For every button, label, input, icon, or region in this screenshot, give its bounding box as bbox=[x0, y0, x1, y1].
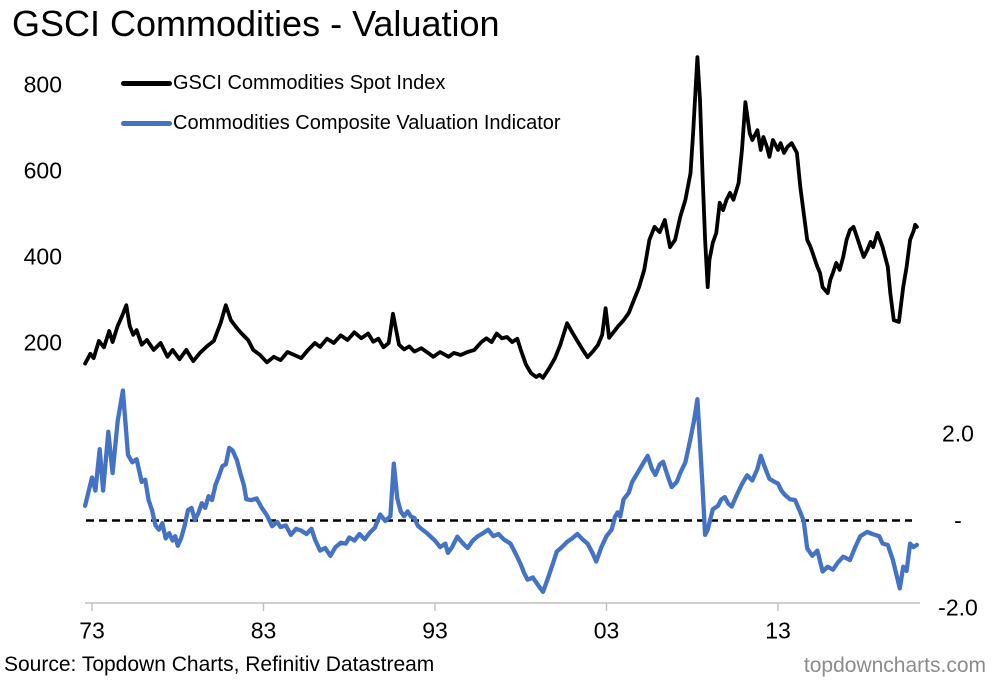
source-note: Source: Topdown Charts, Refinitiv Datast… bbox=[4, 653, 435, 676]
y-axis-label-left-800: 800 bbox=[23, 71, 62, 98]
y-axis-label-right-0: 2.0 bbox=[942, 420, 974, 447]
legend-line-swatch-black bbox=[121, 80, 172, 86]
y-axis-label-left-600: 600 bbox=[23, 157, 62, 184]
legend-line-swatch-blue bbox=[121, 120, 172, 126]
legend-label-valuation-indicator: Commodities Composite Valuation Indicato… bbox=[173, 111, 561, 134]
y-axis-label-right-2: -2.0 bbox=[938, 594, 978, 621]
legend-item-valuation-indicator: Commodities Composite Valuation Indicato… bbox=[121, 111, 561, 135]
y-axis-label-right-1: - bbox=[954, 507, 962, 534]
x-axis-label-93: 93 bbox=[422, 617, 448, 644]
legend-label-spot-index: GSCI Commodities Spot Index bbox=[173, 71, 446, 94]
x-axis-label-73: 73 bbox=[79, 617, 105, 644]
x-axis-label-83: 83 bbox=[250, 617, 277, 644]
y-axis-label-left-400: 400 bbox=[23, 243, 62, 270]
watermark: topdowncharts.com bbox=[803, 654, 986, 677]
legend-item-spot-index: GSCI Commodities Spot Index bbox=[121, 71, 445, 95]
x-axis-label-03: 03 bbox=[593, 617, 620, 644]
y-axis-label-left-200: 200 bbox=[23, 329, 62, 356]
spot-index-line bbox=[83, 55, 919, 380]
chart-title: GSCI Commodities - Valuation bbox=[12, 3, 500, 44]
valuation-indicator-line bbox=[82, 388, 920, 595]
x-axis-label-13: 13 bbox=[765, 617, 791, 644]
